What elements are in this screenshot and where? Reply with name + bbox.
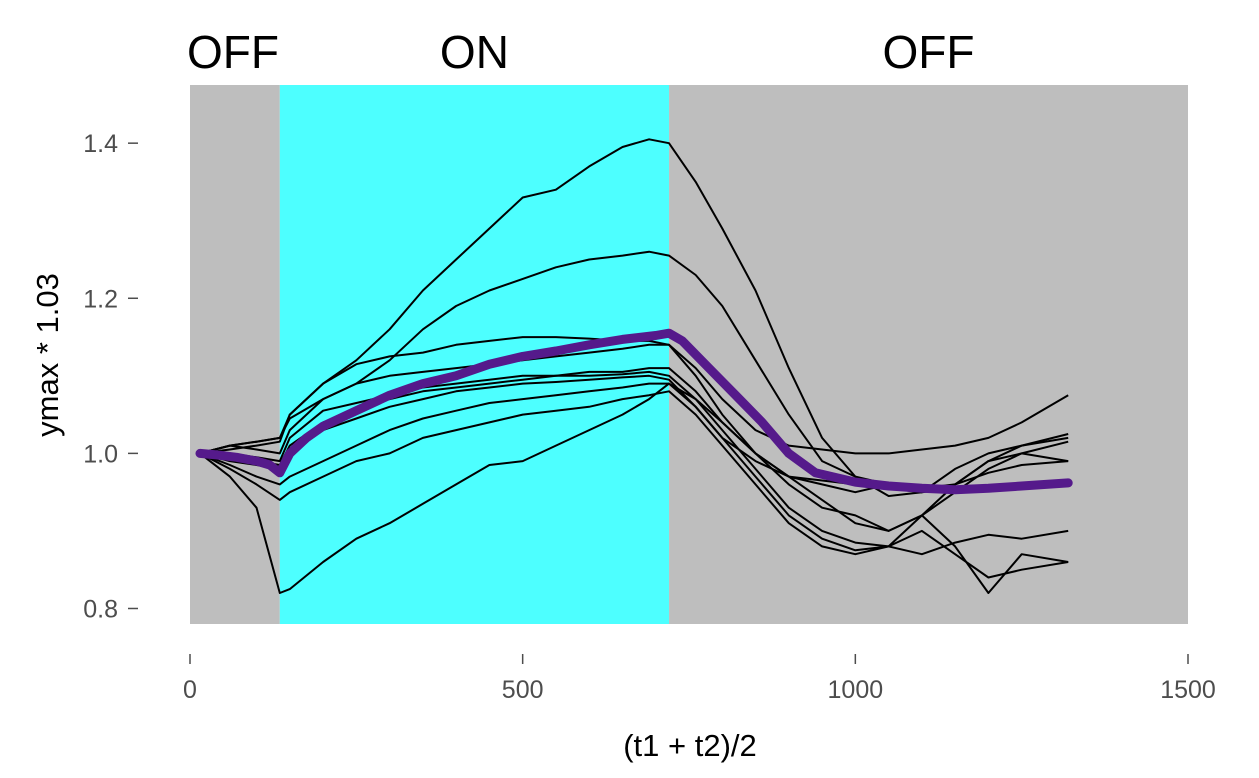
- x-axis: 0 500 1000 1500: [183, 654, 1216, 704]
- phase-label-2: OFF: [883, 26, 975, 78]
- x-tick-label-1: 500: [502, 676, 544, 704]
- phase-labels: OFF ON OFF: [187, 26, 975, 78]
- phase-region-1: [279, 85, 670, 624]
- phase-label-1: ON: [440, 26, 509, 78]
- y-axis: 0.8 1.0 1.2 1.4: [83, 130, 138, 623]
- phase-label-0: OFF: [187, 26, 279, 78]
- x-tick-label-3: 1500: [1160, 676, 1216, 704]
- trace-line-8: [199, 390, 1069, 579]
- phase-region-0: [190, 85, 280, 624]
- y-tick-label-0: 0.8: [83, 595, 118, 623]
- mean-line-layer: [195, 328, 1073, 495]
- trace-line-9: [199, 382, 1069, 594]
- x-tick-label-2: 1000: [828, 676, 884, 704]
- y-tick-label-1: 1.0: [83, 440, 118, 468]
- y-tick-label-2: 1.2: [83, 285, 118, 313]
- trace-line-3: [199, 343, 1069, 455]
- y-tick-label-3: 1.4: [83, 130, 118, 158]
- x-axis-title: (t1 + t2)/2: [623, 728, 757, 763]
- mean-line: [195, 328, 1073, 495]
- plot-panel: [190, 85, 1188, 624]
- x-tick-label-0: 0: [183, 676, 197, 704]
- y-axis-title: ymax * 1.03: [30, 273, 65, 437]
- phase-region-2: [669, 85, 1188, 624]
